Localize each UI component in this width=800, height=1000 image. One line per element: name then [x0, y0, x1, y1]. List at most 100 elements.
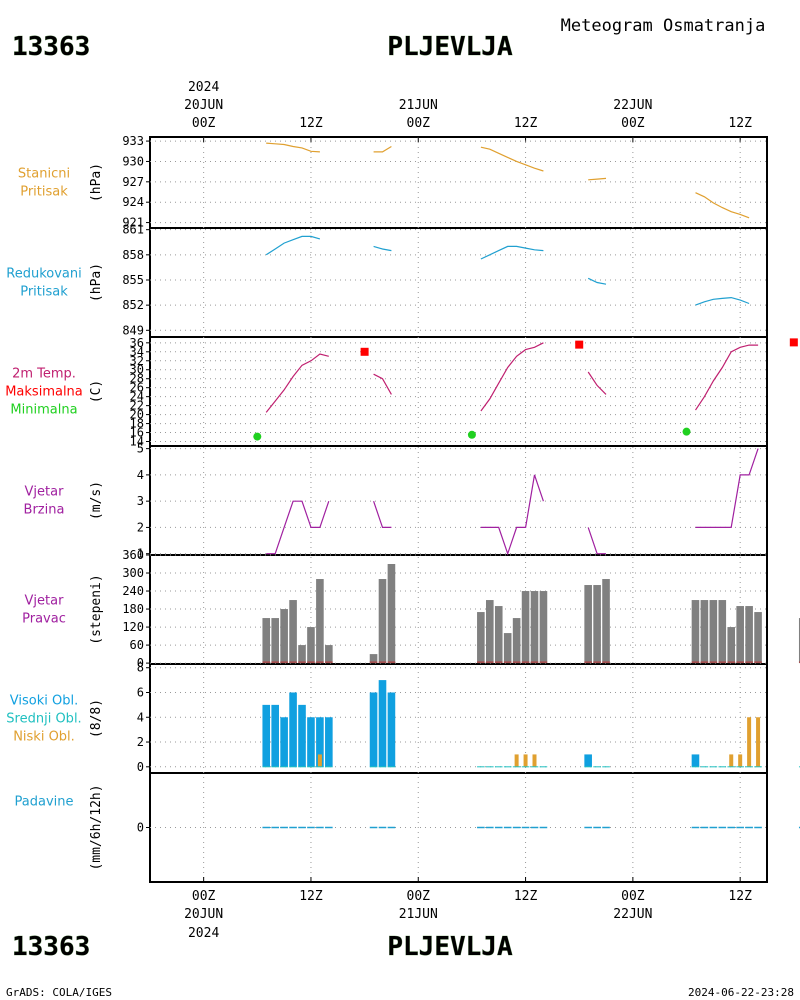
y-tick-label-wind_direction: 120 — [122, 620, 144, 634]
panel-unit-wind_direction: (stepeni) — [89, 574, 104, 644]
y-tick-label-wind_direction: 360 — [122, 548, 144, 562]
wind-direction-bar — [477, 612, 485, 664]
time-label-bottom-hour: 12Z — [514, 889, 538, 904]
wind-direction-bar — [718, 600, 727, 664]
wind-speed-line — [373, 501, 392, 529]
y-tick-label-reduced_pressure: 855 — [122, 273, 144, 287]
y-tick-label-wind_speed: 3 — [137, 494, 144, 508]
y-tick-label-reduced_pressure: 849 — [122, 323, 144, 337]
wind-direction-bar — [539, 591, 548, 664]
y-tick-label-station_pressure: 924 — [122, 195, 144, 209]
wind-direction-bar — [700, 600, 709, 664]
high-cloud-bar — [262, 704, 271, 767]
y-tick-label-clouds: 2 — [137, 735, 144, 749]
high-cloud-bar — [307, 717, 315, 767]
panel-label-temperature: Maksimalna — [5, 385, 83, 400]
panel-unit-clouds: (8/8) — [89, 699, 104, 738]
panel-label-wind_speed: Brzina — [24, 503, 65, 518]
time-label-top-hour: 00Z — [192, 116, 216, 131]
wind-direction-bar — [280, 609, 288, 664]
time-label-bottom-date: 21JUN — [399, 907, 438, 922]
wind-direction-bar — [754, 612, 762, 664]
temperature-line — [265, 353, 329, 413]
station-pressure-line — [480, 146, 544, 172]
station-name-bottom: PLJEVLJA — [387, 932, 513, 962]
low-cloud-bar — [756, 717, 761, 767]
wind-direction-bar — [271, 618, 279, 664]
tmin-marker — [682, 427, 691, 436]
high-cloud-bar — [378, 680, 387, 767]
reduced-pressure-line — [480, 245, 544, 260]
plot-frame — [149, 136, 768, 883]
station-id-top: 13363 — [12, 32, 90, 62]
product-title: Meteogram Osmatranja — [561, 16, 766, 36]
y-tick-label-wind_direction: 300 — [122, 566, 144, 580]
panel-label-wind_direction: Vjetar — [25, 594, 65, 609]
y-tick-label-clouds: 6 — [137, 685, 144, 699]
time-label-bottom-year: 2024 — [188, 926, 219, 941]
panel-label-wind_speed: Vjetar — [25, 485, 65, 500]
low-cloud-bar — [523, 754, 528, 767]
high-cloud-bar — [387, 692, 396, 767]
y-tick-label-station_pressure: 933 — [122, 134, 144, 148]
station-pressure-line — [588, 177, 607, 181]
time-label-top-date: 22JUN — [613, 98, 652, 113]
y-tick-label-temperature: 16 — [130, 426, 144, 440]
time-label-top-date: 21JUN — [399, 98, 438, 113]
panel-label-reduced_pressure: Pritisak — [20, 285, 68, 300]
temperature-line — [373, 373, 392, 395]
temperature-line — [480, 342, 544, 412]
high-cloud-bar — [316, 717, 324, 767]
low-cloud-bar — [747, 717, 752, 767]
high-cloud-bar — [325, 717, 333, 767]
reduced-pressure-line — [265, 235, 321, 256]
y-tick-label-clouds: 4 — [137, 710, 144, 724]
wind-direction-bar — [503, 633, 512, 664]
low-cloud-bar — [738, 754, 743, 767]
wind-direction-bar — [584, 585, 592, 664]
panel-label-temperature: Minimalna — [10, 403, 77, 418]
time-label-bottom-date: 22JUN — [613, 907, 652, 922]
high-cloud-bar — [584, 754, 592, 767]
panel-label-station_pressure: Stanicni — [18, 167, 70, 182]
wind-direction-bar — [602, 579, 610, 664]
wind-direction-bar — [530, 591, 539, 664]
y-tick-label-temperature: 24 — [130, 390, 144, 404]
wind-direction-bar — [316, 579, 324, 664]
time-label-bottom-hour: 00Z — [621, 889, 645, 904]
footer-timestamp: 2024-06-22-23:28 — [688, 986, 794, 999]
high-cloud-bar — [369, 692, 378, 767]
y-tick-label-temperature: 26 — [130, 381, 144, 395]
temperature-line — [587, 371, 607, 395]
panel-label-wind_direction: Pravac — [22, 612, 66, 627]
low-cloud-bar — [514, 754, 519, 767]
time-label-top-year: 2024 — [188, 80, 219, 95]
reduced-pressure-line — [373, 245, 392, 252]
reduced-pressure-line — [587, 277, 607, 285]
panel-unit-precipitation: (mm/6h/12h) — [89, 784, 104, 870]
high-cloud-bar — [271, 704, 279, 767]
wind-direction-bar — [369, 654, 378, 664]
panel-label-precipitation: Padavine — [15, 795, 74, 810]
wind-speed-line — [695, 448, 759, 529]
wind-direction-bar — [262, 618, 271, 664]
y-tick-label-clouds: 8 — [137, 661, 144, 675]
wind-direction-bar — [709, 600, 718, 664]
time-label-top-hour: 12Z — [514, 116, 538, 131]
wind-direction-bar — [378, 579, 387, 664]
station-id-bottom: 13363 — [12, 932, 90, 962]
y-tick-label-temperature: 14 — [130, 435, 144, 449]
y-tick-label-wind_speed: 1 — [137, 547, 144, 561]
panel-label-clouds: Srednji Obl. — [6, 712, 81, 727]
y-tick-label-temperature: 30 — [130, 363, 144, 377]
y-tick-label-temperature: 18 — [130, 417, 144, 431]
wind-speed-line — [480, 474, 544, 556]
y-tick-label-temperature: 22 — [130, 399, 144, 413]
tmax-marker — [360, 347, 369, 356]
panel-unit-station_pressure: (hPa) — [89, 163, 104, 202]
y-tick-label-wind_direction: 240 — [122, 584, 144, 598]
wind-direction-bar — [494, 606, 503, 664]
wind-direction-bar — [307, 627, 315, 664]
y-tick-label-temperature: 36 — [130, 336, 144, 350]
